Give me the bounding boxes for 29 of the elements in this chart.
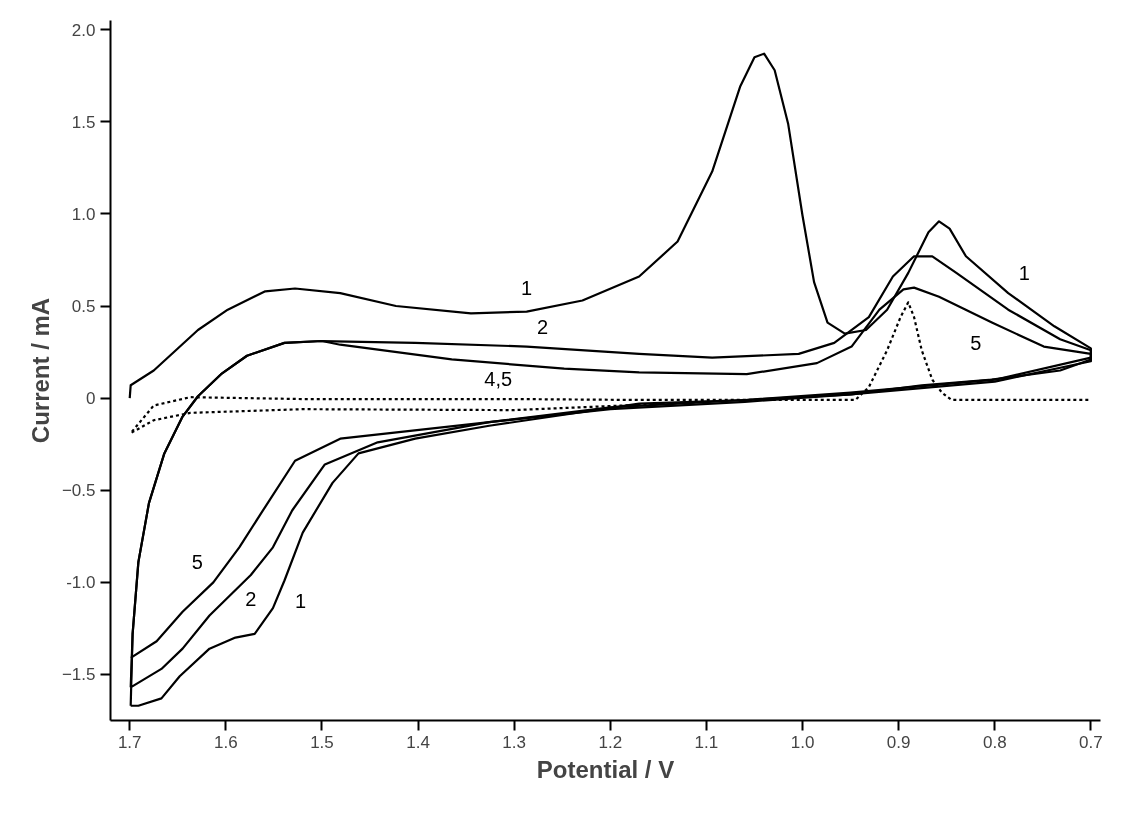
annotation: 5 [191, 551, 203, 574]
x-tick-label: 1.2 [598, 732, 623, 752]
annotation: 2 [537, 315, 549, 338]
x-tick-label: 1.3 [502, 732, 527, 752]
y-tick-label: 0 [86, 389, 96, 409]
y-tick-label: 1.5 [71, 112, 96, 132]
x-tick-label: 1.4 [406, 732, 430, 752]
annotation: 1 [521, 276, 533, 299]
x-tick-label: 0.9 [886, 732, 911, 752]
x-tick-label: 1.1 [694, 732, 719, 752]
x-tick-label: 0.8 [982, 732, 1007, 752]
annotation: 2 [245, 587, 257, 610]
y-axis-title: Current / mA [26, 297, 54, 444]
y-tick-label: −1.5 [61, 665, 96, 685]
annotation: 1 [1018, 262, 1030, 285]
y-tick-label: −0.5 [61, 481, 96, 501]
y-tick-label: 0.5 [71, 297, 96, 317]
x-tick-label: 1.6 [214, 732, 238, 752]
annotation: 4,5 [484, 368, 513, 391]
y-tick-label: -1.0 [66, 573, 96, 593]
x-tick-label: 1.0 [790, 732, 815, 752]
annotation: 5 [970, 331, 982, 354]
y-tick-label: 1.0 [71, 204, 96, 224]
x-tick-label: 0.7 [1079, 732, 1103, 752]
x-tick-label: 1.5 [310, 732, 334, 752]
x-axis-title: Potential / V [536, 755, 675, 783]
annotation: 1 [294, 589, 307, 612]
x-tick-label: 1.7 [117, 732, 142, 752]
y-tick-label: 2.0 [71, 20, 96, 40]
